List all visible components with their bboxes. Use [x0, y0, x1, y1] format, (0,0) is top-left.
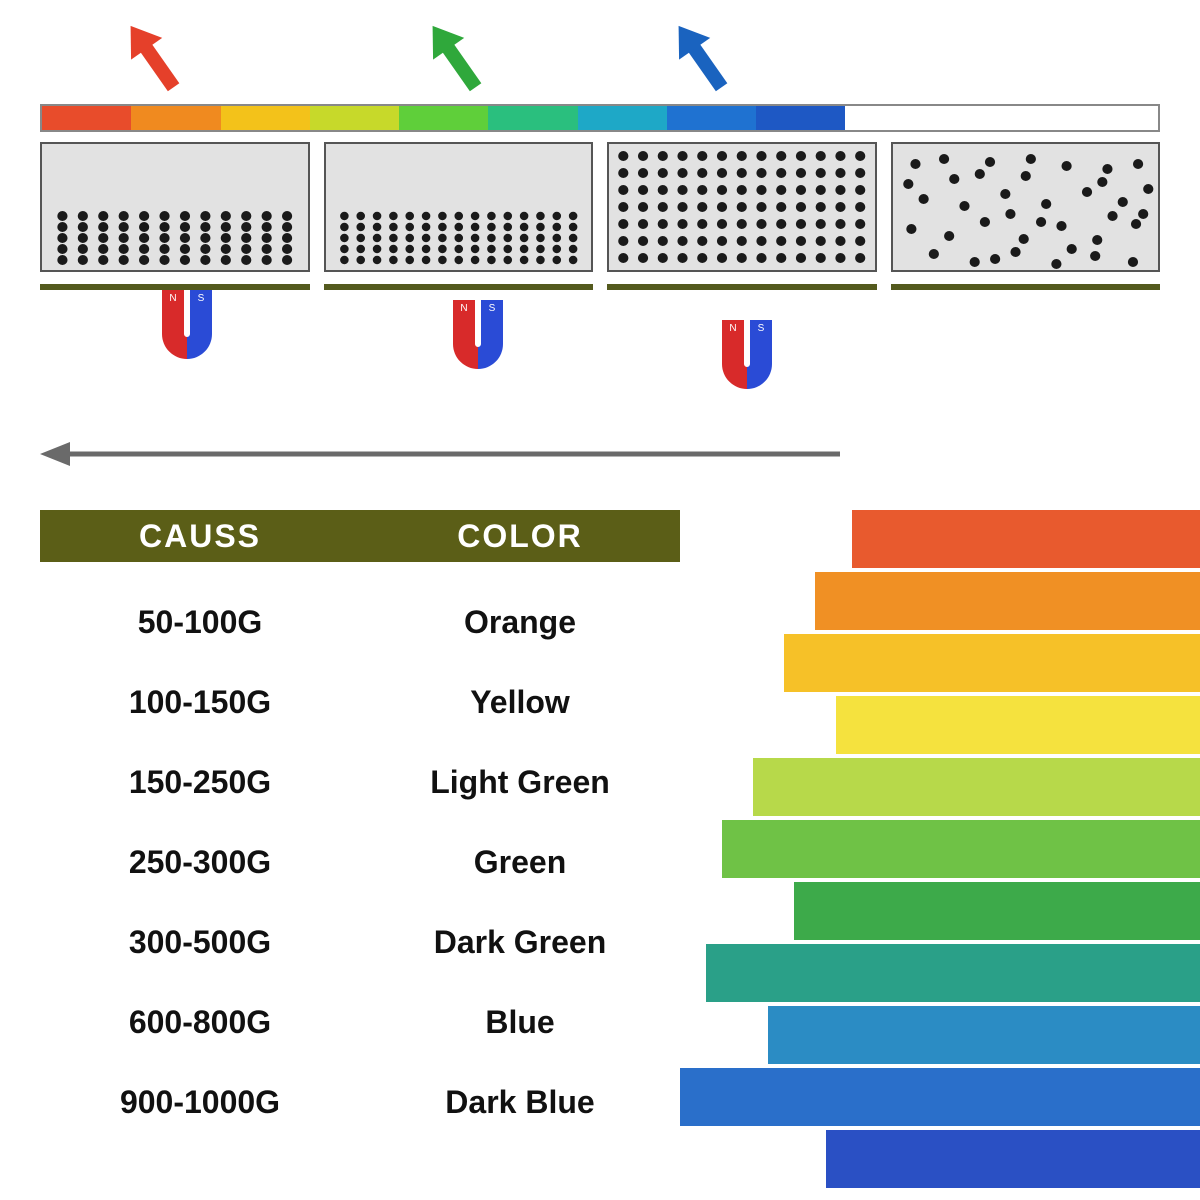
panel-wrap	[40, 142, 310, 290]
svg-text:N: N	[169, 293, 176, 304]
spectrum-segment	[845, 106, 1157, 130]
spectrum-segment	[578, 106, 667, 130]
bottom-section: CAUSS COLOR 50-100GOrange100-150GYellow1…	[40, 510, 1200, 1142]
cell-gauss: 600-800G	[40, 1004, 360, 1041]
particle-panel-2	[324, 142, 594, 272]
cell-color: Dark Green	[360, 924, 680, 961]
cell-color: Orange	[360, 604, 680, 641]
color-scale-bars	[680, 510, 1200, 1192]
color-scale-bar	[680, 1068, 1200, 1126]
cell-gauss: 50-100G	[40, 604, 360, 641]
spectrum-segment	[131, 106, 220, 130]
spectrum-arrow	[432, 15, 502, 100]
color-scale-bar	[815, 572, 1200, 630]
table-header: CAUSS COLOR	[40, 510, 680, 562]
spectrum-segment	[310, 106, 399, 130]
color-scale-bar	[784, 634, 1200, 692]
color-scale-bar	[852, 510, 1200, 568]
magnet-icon-2: N S	[443, 300, 513, 385]
table-row: 300-500GDark Green	[40, 902, 680, 982]
cell-gauss: 100-150G	[40, 684, 360, 721]
gauss-color-table: CAUSS COLOR 50-100GOrange100-150GYellow1…	[40, 510, 680, 1142]
spectrum-segment	[667, 106, 756, 130]
svg-text:S: S	[489, 303, 496, 314]
panel-wrap	[891, 142, 1161, 290]
cell-color: Yellow	[360, 684, 680, 721]
particle-panels-row	[40, 142, 1160, 290]
table-row: 50-100GOrange	[40, 582, 680, 662]
cell-color: Dark Blue	[360, 1084, 680, 1121]
cell-gauss: 150-250G	[40, 764, 360, 801]
particle-panel-3	[607, 142, 877, 272]
cell-gauss: 300-500G	[40, 924, 360, 961]
table-row: 600-800GBlue	[40, 982, 680, 1062]
svg-text:N: N	[729, 323, 736, 334]
table-row: 150-250GLight Green	[40, 742, 680, 822]
spectrum-segment	[488, 106, 577, 130]
magnet-icon-3: N S	[712, 320, 782, 405]
svg-text:N: N	[461, 303, 468, 314]
spectrum-arrow	[130, 15, 200, 100]
spectrum-arrow	[678, 15, 748, 100]
color-scale-bar	[826, 1130, 1200, 1188]
panel-wrap	[607, 142, 877, 290]
spectrum-bar	[40, 104, 1160, 132]
color-scale-bar	[768, 1006, 1200, 1064]
particle-panel-1	[40, 142, 310, 272]
cell-gauss: 250-300G	[40, 844, 360, 881]
color-scale-bar	[836, 696, 1200, 754]
cell-color: Blue	[360, 1004, 680, 1041]
cell-gauss: 900-1000G	[40, 1084, 360, 1121]
cell-color: Light Green	[360, 764, 680, 801]
header-color: COLOR	[360, 518, 680, 555]
cell-color: Green	[360, 844, 680, 881]
svg-text:S: S	[198, 293, 205, 304]
particle-panel-4	[891, 142, 1161, 272]
diagonal-arrows-row	[40, 20, 1160, 100]
magnets-row: N S N S N S	[40, 290, 1160, 400]
table-row: 900-1000GDark Blue	[40, 1062, 680, 1142]
spectrum-segment	[399, 106, 488, 130]
spectrum-segment	[756, 106, 845, 130]
top-section: N S N S N S	[40, 20, 1160, 400]
color-scale-bar	[794, 882, 1200, 940]
table-row: 100-150GYellow	[40, 662, 680, 742]
magnet-icon-1: N S	[152, 290, 222, 375]
table-row: 250-300GGreen	[40, 822, 680, 902]
table-body: 50-100GOrange100-150GYellow150-250GLight…	[40, 582, 680, 1142]
svg-text:S: S	[758, 323, 765, 334]
panel-wrap	[324, 142, 594, 290]
color-scale-bar	[753, 758, 1200, 816]
header-gauss: CAUSS	[40, 518, 360, 555]
spectrum-segment	[221, 106, 310, 130]
color-scale-bar	[722, 820, 1200, 878]
strength-direction-arrow	[40, 440, 840, 473]
color-scale-bar	[706, 944, 1200, 1002]
spectrum-segment	[42, 106, 131, 130]
